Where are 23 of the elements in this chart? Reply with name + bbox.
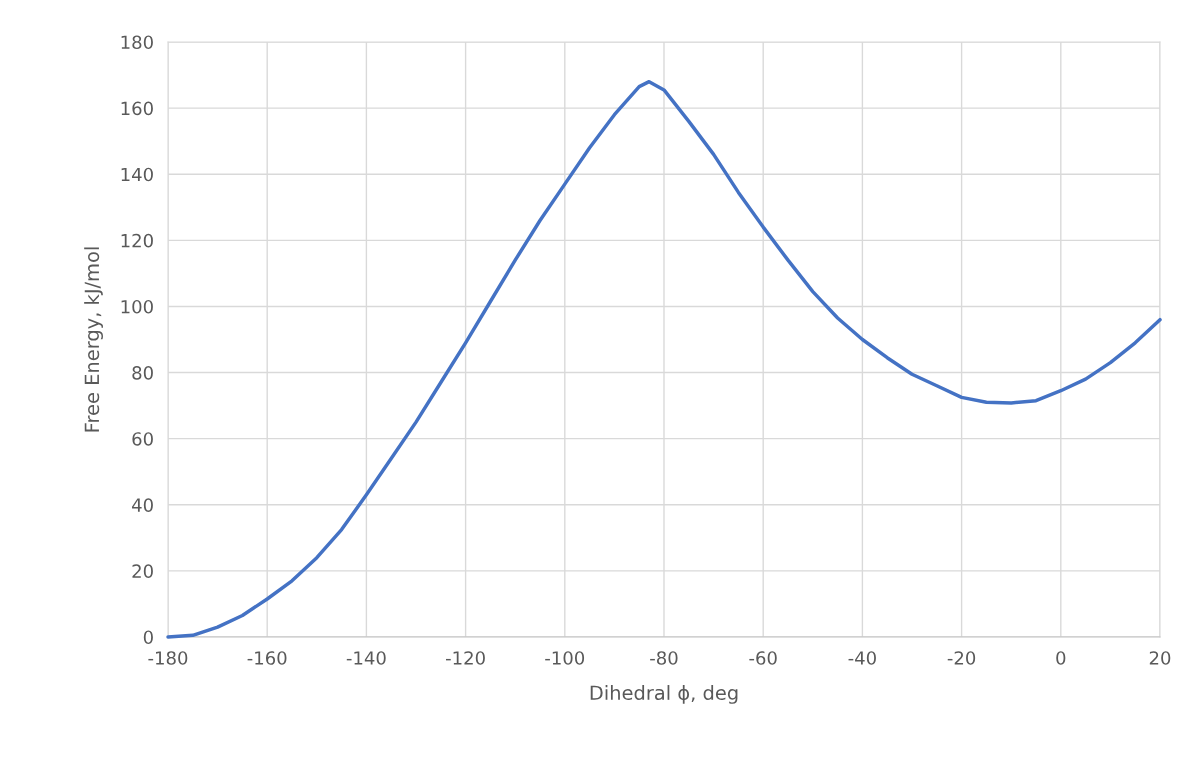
x-tick-label: 20 bbox=[1149, 651, 1171, 665]
x-tick-label: -100 bbox=[545, 651, 585, 665]
x-tick-label: -80 bbox=[650, 651, 678, 665]
y-axis-title: Free Energy, kJ/mol bbox=[84, 247, 103, 432]
x-tick-label: -120 bbox=[445, 651, 485, 665]
x-tick-label: -180 bbox=[148, 651, 188, 665]
x-tick-label: -160 bbox=[247, 651, 287, 665]
y-tick-label: 20 bbox=[132, 564, 153, 579]
y-tick-label: 160 bbox=[121, 101, 153, 116]
x-tick-label: -20 bbox=[947, 651, 976, 665]
x-tick-label: -140 bbox=[346, 651, 386, 665]
x-tick-label: -40 bbox=[848, 651, 876, 665]
y-tick-label: 120 bbox=[121, 233, 153, 248]
y-tick-label: 140 bbox=[121, 167, 153, 182]
y-tick-label: 40 bbox=[132, 498, 153, 512]
y-tick-label: 80 bbox=[132, 366, 153, 380]
x-axis-title: Dihedral ϕ, deg bbox=[590, 685, 738, 704]
y-tick-label: 60 bbox=[132, 432, 153, 446]
x-tick-label: -60 bbox=[749, 651, 777, 665]
y-tick-label: 180 bbox=[121, 35, 153, 50]
y-tick-label: 0 bbox=[143, 630, 153, 645]
y-tick-label: 100 bbox=[121, 299, 153, 314]
x-tick-label: 0 bbox=[1056, 651, 1066, 665]
